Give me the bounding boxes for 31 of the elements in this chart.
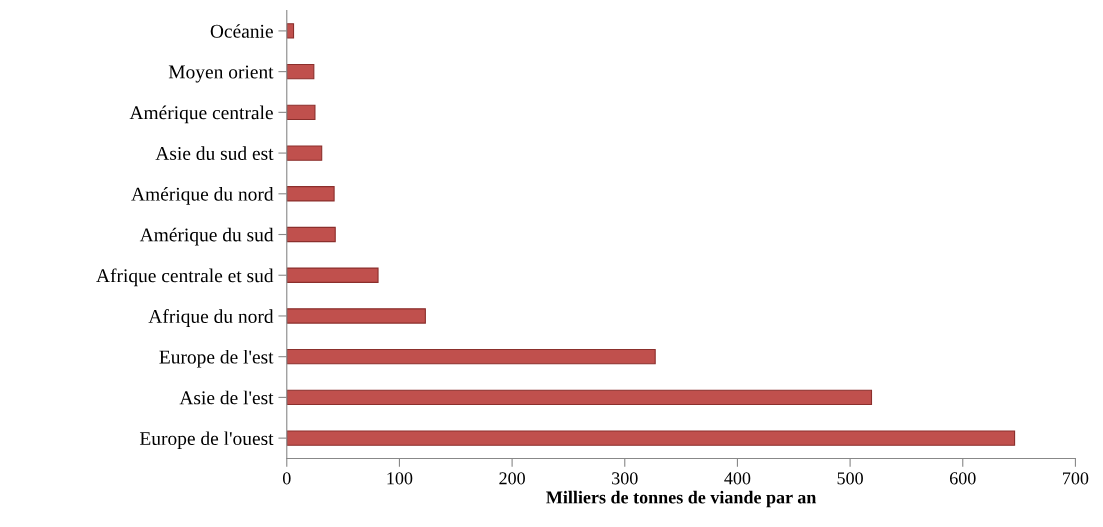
x-tick-label: 200 — [499, 472, 525, 485]
x-axis-title: Milliers de tonnes de viande par an — [546, 490, 817, 508]
x-tick-label: 0 — [282, 472, 291, 485]
x-tick-label: 300 — [612, 472, 638, 485]
bar — [286, 349, 656, 365]
y-tick-label: Europe de l'est — [159, 349, 274, 368]
y-tick-label: Afrique centrale et sud — [96, 268, 274, 287]
y-tick-label: Océanie — [210, 24, 273, 38]
bar — [286, 104, 316, 121]
x-tick-label: 100 — [387, 472, 413, 485]
x-tick-label: 500 — [837, 472, 863, 485]
bar — [286, 63, 315, 80]
y-tick-label: Afrique du nord — [148, 309, 274, 327]
x-tick-label: 600 — [950, 472, 976, 485]
x-tick-label: 700 — [1063, 472, 1089, 485]
bar — [286, 267, 379, 283]
y-tick-label: Amérique du sud — [139, 227, 274, 246]
y-tick-label: Moyen orient — [168, 65, 274, 83]
bar — [286, 389, 873, 406]
y-tick-label: Europe de l'ouest — [139, 431, 274, 450]
bar — [286, 308, 426, 324]
bar — [286, 23, 295, 39]
y-tick-label: Asie de l'est — [179, 390, 274, 405]
bar — [286, 430, 1016, 446]
x-tick-label: 400 — [724, 472, 751, 485]
bar — [286, 186, 335, 202]
bar — [286, 145, 323, 161]
y-tick-label: Amérique centrale — [129, 105, 273, 124]
y-tick-label: Asie du sud est — [155, 146, 274, 161]
y-tick-label: Amérique du nord — [131, 187, 274, 205]
bar — [286, 226, 336, 243]
